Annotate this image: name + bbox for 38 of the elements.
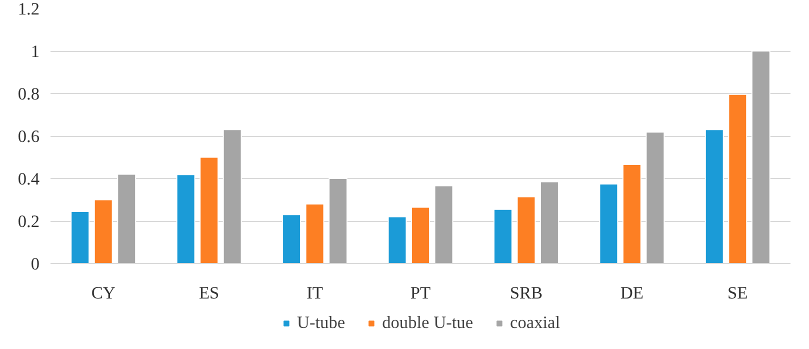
bar	[751, 50, 770, 264]
bar	[599, 184, 618, 264]
bar	[728, 94, 748, 264]
x-tick-label: SE	[728, 284, 748, 302]
bar	[222, 129, 242, 264]
y-tick-label: 1.2	[18, 0, 40, 18]
bar	[540, 181, 559, 264]
bar	[622, 164, 642, 264]
x-tick-label: SRB	[510, 284, 543, 302]
y-tick-label: 0.6	[18, 127, 40, 146]
bar	[305, 204, 324, 264]
bar	[388, 216, 407, 264]
legend-label: coaxial	[510, 313, 560, 333]
x-tick-label: CY	[91, 284, 116, 302]
y-tick-label: 0.4	[18, 170, 40, 188]
bar	[117, 174, 136, 264]
bar	[200, 156, 219, 264]
x-tick-label: ES	[198, 284, 220, 302]
bar	[646, 132, 665, 264]
y-tick-label: 1	[30, 42, 40, 61]
bar	[411, 206, 430, 264]
bar	[282, 214, 302, 264]
bar	[704, 129, 724, 264]
bar	[516, 196, 536, 264]
bar	[94, 199, 113, 264]
bar	[176, 174, 196, 264]
x-tick-label: IT	[306, 284, 324, 302]
x-tick-label: PT	[410, 284, 432, 302]
bar	[328, 178, 348, 264]
y-tick-label: 0	[30, 254, 40, 274]
bar	[70, 210, 90, 264]
legend-label: double U-tue	[382, 313, 474, 333]
legend-label: U-tube	[296, 313, 346, 333]
y-tick-label: 0.8	[18, 84, 40, 104]
bar	[434, 185, 454, 264]
bar	[493, 208, 512, 264]
y-tick-label: 0.2	[18, 212, 40, 231]
x-tick-label: DE	[620, 284, 644, 302]
